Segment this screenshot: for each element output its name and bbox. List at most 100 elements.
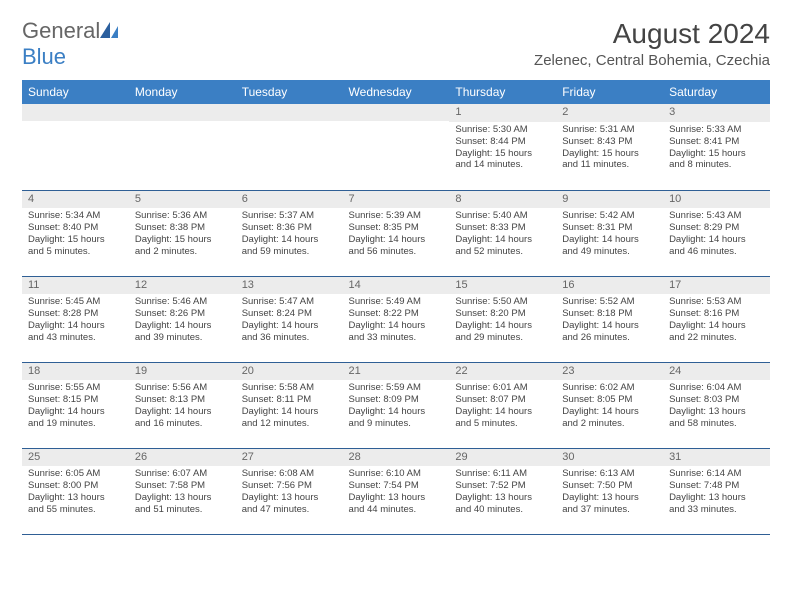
empty-daynum: [236, 104, 343, 121]
sunset-line: Sunset: 8:33 PM: [455, 222, 550, 234]
day-number: 30: [556, 449, 663, 467]
sunset-line: Sunset: 8:26 PM: [135, 308, 230, 320]
day-number: 26: [129, 449, 236, 467]
sunset-line: Sunset: 8:40 PM: [28, 222, 123, 234]
daylight-line: Daylight: 14 hours and 39 minutes.: [135, 320, 230, 344]
day-details: Sunrise: 5:49 AMSunset: 8:22 PMDaylight:…: [343, 294, 450, 348]
sunset-line: Sunset: 8:15 PM: [28, 394, 123, 406]
sunset-line: Sunset: 8:41 PM: [669, 136, 764, 148]
sunrise-line: Sunrise: 6:01 AM: [455, 382, 550, 394]
empty-daynum: [343, 104, 450, 121]
sunset-line: Sunset: 8:31 PM: [562, 222, 657, 234]
sunrise-line: Sunrise: 5:47 AM: [242, 296, 337, 308]
day-number: 17: [663, 277, 770, 295]
daylight-line: Daylight: 13 hours and 55 minutes.: [28, 492, 123, 516]
calendar-cell: 10Sunrise: 5:43 AMSunset: 8:29 PMDayligh…: [663, 190, 770, 276]
brand-text: GeneralBlue: [22, 18, 120, 70]
sunrise-line: Sunrise: 5:36 AM: [135, 210, 230, 222]
day-number: 1: [449, 104, 556, 122]
sunset-line: Sunset: 8:13 PM: [135, 394, 230, 406]
sunset-line: Sunset: 7:58 PM: [135, 480, 230, 492]
day-number: 11: [22, 277, 129, 295]
day-number: 8: [449, 191, 556, 209]
month-title: August 2024: [534, 18, 770, 50]
weekday-header: Saturday: [663, 80, 770, 104]
daylight-line: Daylight: 15 hours and 2 minutes.: [135, 234, 230, 258]
day-details: Sunrise: 5:58 AMSunset: 8:11 PMDaylight:…: [236, 380, 343, 434]
day-number: 24: [663, 363, 770, 381]
day-details: Sunrise: 6:01 AMSunset: 8:07 PMDaylight:…: [449, 380, 556, 434]
sunrise-line: Sunrise: 5:55 AM: [28, 382, 123, 394]
day-number: 14: [343, 277, 450, 295]
sunrise-line: Sunrise: 6:10 AM: [349, 468, 444, 480]
sunrise-line: Sunrise: 5:39 AM: [349, 210, 444, 222]
sunrise-line: Sunrise: 5:34 AM: [28, 210, 123, 222]
day-details: Sunrise: 6:11 AMSunset: 7:52 PMDaylight:…: [449, 466, 556, 520]
daylight-line: Daylight: 14 hours and 26 minutes.: [562, 320, 657, 344]
calendar-cell: 20Sunrise: 5:58 AMSunset: 8:11 PMDayligh…: [236, 362, 343, 448]
weekday-header: Friday: [556, 80, 663, 104]
sunrise-line: Sunrise: 5:37 AM: [242, 210, 337, 222]
calendar-cell: 21Sunrise: 5:59 AMSunset: 8:09 PMDayligh…: [343, 362, 450, 448]
daylight-line: Daylight: 14 hours and 36 minutes.: [242, 320, 337, 344]
day-number: 25: [22, 449, 129, 467]
sunrise-line: Sunrise: 5:30 AM: [455, 124, 550, 136]
daylight-line: Daylight: 13 hours and 37 minutes.: [562, 492, 657, 516]
day-details: Sunrise: 5:31 AMSunset: 8:43 PMDaylight:…: [556, 122, 663, 176]
day-number: 29: [449, 449, 556, 467]
calendar-cell: 4Sunrise: 5:34 AMSunset: 8:40 PMDaylight…: [22, 190, 129, 276]
calendar-cell: 7Sunrise: 5:39 AMSunset: 8:35 PMDaylight…: [343, 190, 450, 276]
sunrise-line: Sunrise: 5:40 AM: [455, 210, 550, 222]
sunset-line: Sunset: 8:09 PM: [349, 394, 444, 406]
day-number: 2: [556, 104, 663, 122]
sunrise-line: Sunrise: 5:50 AM: [455, 296, 550, 308]
weekday-header: Tuesday: [236, 80, 343, 104]
daylight-line: Daylight: 15 hours and 11 minutes.: [562, 148, 657, 172]
day-number: 31: [663, 449, 770, 467]
sunset-line: Sunset: 7:48 PM: [669, 480, 764, 492]
calendar-cell: 12Sunrise: 5:46 AMSunset: 8:26 PMDayligh…: [129, 276, 236, 362]
calendar-cell: 31Sunrise: 6:14 AMSunset: 7:48 PMDayligh…: [663, 448, 770, 534]
empty-daynum: [22, 104, 129, 121]
sunrise-line: Sunrise: 6:14 AM: [669, 468, 764, 480]
day-number: 6: [236, 191, 343, 209]
calendar-cell: 23Sunrise: 6:02 AMSunset: 8:05 PMDayligh…: [556, 362, 663, 448]
title-block: August 2024 Zelenec, Central Bohemia, Cz…: [534, 18, 770, 69]
day-details: Sunrise: 5:56 AMSunset: 8:13 PMDaylight:…: [129, 380, 236, 434]
sunrise-line: Sunrise: 6:05 AM: [28, 468, 123, 480]
daylight-line: Daylight: 14 hours and 5 minutes.: [455, 406, 550, 430]
daylight-line: Daylight: 13 hours and 44 minutes.: [349, 492, 444, 516]
sunset-line: Sunset: 8:18 PM: [562, 308, 657, 320]
sunset-line: Sunset: 8:24 PM: [242, 308, 337, 320]
calendar-week-row: 1Sunrise: 5:30 AMSunset: 8:44 PMDaylight…: [22, 104, 770, 190]
day-details: Sunrise: 5:30 AMSunset: 8:44 PMDaylight:…: [449, 122, 556, 176]
calendar-cell: 22Sunrise: 6:01 AMSunset: 8:07 PMDayligh…: [449, 362, 556, 448]
sunrise-line: Sunrise: 6:11 AM: [455, 468, 550, 480]
sunrise-line: Sunrise: 5:53 AM: [669, 296, 764, 308]
calendar-cell: [22, 104, 129, 190]
sunrise-line: Sunrise: 6:04 AM: [669, 382, 764, 394]
day-details: Sunrise: 5:50 AMSunset: 8:20 PMDaylight:…: [449, 294, 556, 348]
day-details: Sunrise: 5:53 AMSunset: 8:16 PMDaylight:…: [663, 294, 770, 348]
daylight-line: Daylight: 14 hours and 9 minutes.: [349, 406, 444, 430]
sunset-line: Sunset: 7:52 PM: [455, 480, 550, 492]
day-number: 10: [663, 191, 770, 209]
day-details: Sunrise: 5:36 AMSunset: 8:38 PMDaylight:…: [129, 208, 236, 262]
calendar-cell: 9Sunrise: 5:42 AMSunset: 8:31 PMDaylight…: [556, 190, 663, 276]
sunrise-line: Sunrise: 5:58 AM: [242, 382, 337, 394]
brand-logo: GeneralBlue: [22, 18, 120, 70]
sunset-line: Sunset: 7:54 PM: [349, 480, 444, 492]
calendar-cell: 24Sunrise: 6:04 AMSunset: 8:03 PMDayligh…: [663, 362, 770, 448]
sunset-line: Sunset: 8:36 PM: [242, 222, 337, 234]
day-number: 3: [663, 104, 770, 122]
sunset-line: Sunset: 8:29 PM: [669, 222, 764, 234]
day-details: Sunrise: 6:04 AMSunset: 8:03 PMDaylight:…: [663, 380, 770, 434]
daylight-line: Daylight: 15 hours and 5 minutes.: [28, 234, 123, 258]
sunrise-line: Sunrise: 6:02 AM: [562, 382, 657, 394]
weekday-header: Wednesday: [343, 80, 450, 104]
day-details: Sunrise: 5:47 AMSunset: 8:24 PMDaylight:…: [236, 294, 343, 348]
calendar-cell: 29Sunrise: 6:11 AMSunset: 7:52 PMDayligh…: [449, 448, 556, 534]
daylight-line: Daylight: 13 hours and 40 minutes.: [455, 492, 550, 516]
day-number: 27: [236, 449, 343, 467]
calendar-cell: [343, 104, 450, 190]
